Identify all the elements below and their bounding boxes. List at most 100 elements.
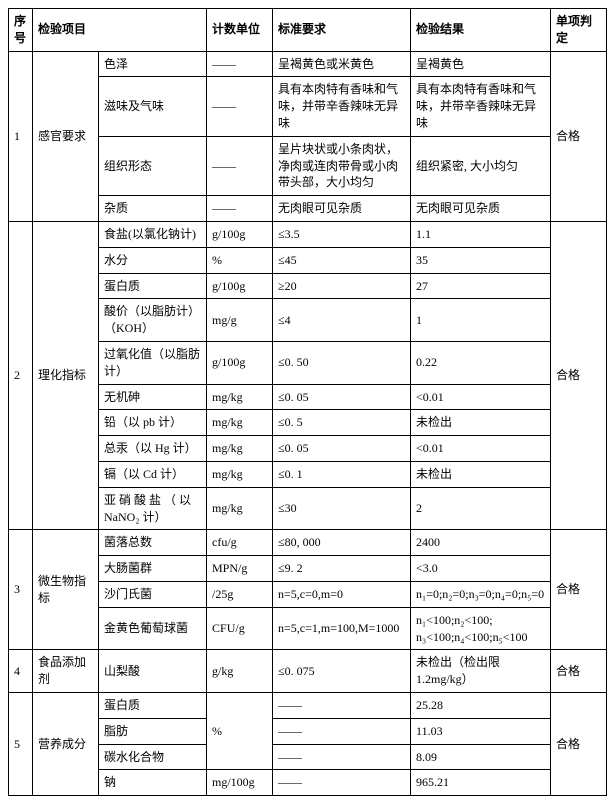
result-cell: 27 (411, 273, 551, 299)
unit-cell: CFU/g (207, 607, 273, 650)
header-result: 检验结果 (411, 9, 551, 52)
std-cell: 具有本肉特有香味和气味，并带辛香辣味无异味 (273, 77, 411, 136)
std-cell: ≤0. 50 (273, 341, 411, 384)
judge-cell: 合格 (551, 692, 607, 795)
std-cell: ≤45 (273, 247, 411, 273)
seq-cell: 1 (9, 51, 33, 221)
result-cell: 呈褐黄色 (411, 51, 551, 77)
std-cell: ≤0. 1 (273, 461, 411, 487)
table-row: 金黄色葡萄球菌CFU/gn=5,c=1,m=100,M=1000n₁<100;n… (9, 607, 607, 650)
unit-cell: mg/kg (207, 410, 273, 436)
result-cell: n₁=0;n₂=0;n₃=0;n₄=0;n₅=0 (411, 581, 551, 607)
result-cell: 未检出（检出限 1.2mg/kg） (411, 650, 551, 693)
item-cell: 无机砷 (99, 384, 207, 410)
std-cell: ≤3.5 (273, 221, 411, 247)
header-judge: 单项判定 (551, 9, 607, 52)
result-cell: 8.09 (411, 744, 551, 770)
result-cell: 具有本肉特有香味和气味，并带辛香辣味无异味 (411, 77, 551, 136)
table-row: 钠mg/100g——965.21 (9, 770, 607, 796)
std-cell: 无肉眼可见杂质 (273, 196, 411, 222)
item-cell: 水分 (99, 247, 207, 273)
std-cell: ≤30 (273, 487, 411, 530)
unit-cell: /25g (207, 581, 273, 607)
unit-cell: mg/kg (207, 487, 273, 530)
judge-cell: 合格 (551, 51, 607, 221)
judge-cell: 合格 (551, 221, 607, 529)
table-row: 1感官要求色泽——呈褐黄色或米黄色呈褐黄色合格 (9, 51, 607, 77)
unit-cell: —— (207, 136, 273, 195)
std-cell: —— (273, 770, 411, 796)
item-cell: 菌落总数 (99, 530, 207, 556)
category-cell: 营养成分 (33, 692, 99, 795)
header-std: 标准要求 (273, 9, 411, 52)
std-cell: ≤0. 05 (273, 384, 411, 410)
unit-cell: mg/kg (207, 461, 273, 487)
std-cell: 呈褐黄色或米黄色 (273, 51, 411, 77)
item-cell: 金黄色葡萄球菌 (99, 607, 207, 650)
result-cell: <0.01 (411, 384, 551, 410)
result-cell: 未检出 (411, 461, 551, 487)
table-row: 蛋白质g/100g≥2027 (9, 273, 607, 299)
result-cell: 25.28 (411, 692, 551, 718)
item-cell: 钠 (99, 770, 207, 796)
std-cell: ≤4 (273, 299, 411, 342)
std-cell: n=5,c=0,m=0 (273, 581, 411, 607)
item-cell: 镉（以 Cd 计） (99, 461, 207, 487)
result-cell: 11.03 (411, 718, 551, 744)
unit-cell: mg/kg (207, 436, 273, 462)
table-row: 过氧化值（以脂肪计）g/100g≤0. 500.22 (9, 341, 607, 384)
unit-cell: MPN/g (207, 556, 273, 582)
header-item: 检验项目 (33, 9, 207, 52)
item-cell: 亚 硝 酸 盐 （ 以 NaNO₂ 计） (99, 487, 207, 530)
std-cell: ≤80, 000 (273, 530, 411, 556)
item-cell: 脂肪 (99, 718, 207, 744)
result-cell: 2 (411, 487, 551, 530)
result-cell: 组织紧密, 大小均匀 (411, 136, 551, 195)
table-row: 总汞（以 Hg 计）mg/kg≤0. 05<0.01 (9, 436, 607, 462)
item-cell: 铅（以 pb 计） (99, 410, 207, 436)
table-row: 水分%≤4535 (9, 247, 607, 273)
item-cell: 滋味及气味 (99, 77, 207, 136)
category-cell: 理化指标 (33, 221, 99, 529)
std-cell: —— (273, 744, 411, 770)
table-row: 镉（以 Cd 计）mg/kg≤0. 1未检出 (9, 461, 607, 487)
unit-cell: % (207, 247, 273, 273)
item-cell: 沙门氏菌 (99, 581, 207, 607)
table-row: 4食品添加剂山梨酸g/kg≤0. 075未检出（检出限 1.2mg/kg）合格 (9, 650, 607, 693)
judge-cell: 合格 (551, 530, 607, 650)
table-row: 组织形态——呈片块状或小条肉状，净肉或连肉带骨或小肉带头部，大小均匀组织紧密, … (9, 136, 607, 195)
table-row: 无机砷mg/kg≤0. 05<0.01 (9, 384, 607, 410)
table-row: 亚 硝 酸 盐 （ 以 NaNO₂ 计）mg/kg≤302 (9, 487, 607, 530)
item-cell: 蛋白质 (99, 692, 207, 718)
unit-cell: mg/kg (207, 384, 273, 410)
result-cell: n₁<100;n₂<100; n₃<100;n₄<100;n₅<100 (411, 607, 551, 650)
table-row: 大肠菌群MPN/g≤9. 2<3.0 (9, 556, 607, 582)
item-cell: 组织形态 (99, 136, 207, 195)
unit-cell: —— (207, 77, 273, 136)
result-cell: 2400 (411, 530, 551, 556)
unit-cell: mg/100g (207, 770, 273, 796)
header-unit: 计数单位 (207, 9, 273, 52)
inspection-table: 序号 检验项目 计数单位 标准要求 检验结果 单项判定 1感官要求色泽——呈褐黄… (8, 8, 607, 796)
item-cell: 山梨酸 (99, 650, 207, 693)
result-cell: 1 (411, 299, 551, 342)
std-cell: ≤9. 2 (273, 556, 411, 582)
std-cell: 呈片块状或小条肉状，净肉或连肉带骨或小肉带头部，大小均匀 (273, 136, 411, 195)
unit-cell: —— (207, 196, 273, 222)
header-row: 序号 检验项目 计数单位 标准要求 检验结果 单项判定 (9, 9, 607, 52)
item-cell: 总汞（以 Hg 计） (99, 436, 207, 462)
seq-cell: 3 (9, 530, 33, 650)
table-row: 脂肪——11.03 (9, 718, 607, 744)
item-cell: 酸价（以脂肪计）（KOH） (99, 299, 207, 342)
result-cell: <0.01 (411, 436, 551, 462)
std-cell: ≤0. 075 (273, 650, 411, 693)
std-cell: —— (273, 692, 411, 718)
std-cell: n=5,c=1,m=100,M=1000 (273, 607, 411, 650)
table-row: 滋味及气味——具有本肉特有香味和气味，并带辛香辣味无异味具有本肉特有香味和气味，… (9, 77, 607, 136)
table-body: 1感官要求色泽——呈褐黄色或米黄色呈褐黄色合格滋味及气味——具有本肉特有香味和气… (9, 51, 607, 796)
result-cell: <3.0 (411, 556, 551, 582)
std-cell: ≥20 (273, 273, 411, 299)
seq-cell: 4 (9, 650, 33, 693)
std-cell: ≤0. 05 (273, 436, 411, 462)
seq-cell: 2 (9, 221, 33, 529)
